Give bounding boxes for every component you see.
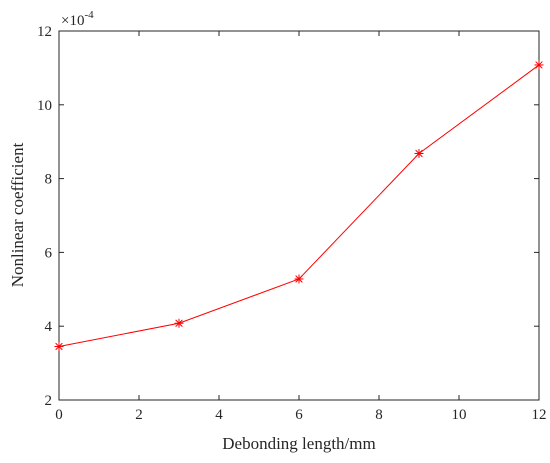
plot-area: [58, 30, 540, 401]
series-layer: [54, 60, 544, 351]
y-axis-ticks: 2 4 6 8 10 12: [37, 24, 539, 409]
data-point-marker: [174, 318, 184, 328]
x-tick-label: 2: [135, 407, 143, 423]
x-tick-label: 8: [375, 407, 383, 423]
y-scale-base: ×10: [61, 13, 84, 29]
x-tick-label: 12: [532, 407, 547, 423]
x-tick-label: 4: [215, 407, 223, 423]
y-tick-label: 8: [45, 172, 53, 188]
y-tick-label: 6: [45, 245, 53, 261]
data-point-marker: [534, 60, 544, 70]
y-scale-factor: ×10-4: [61, 9, 94, 29]
x-axis-ticks: 0 2 4 6 8 10 12: [55, 31, 547, 423]
x-tick-label: 0: [55, 407, 63, 423]
data-point-marker: [54, 341, 64, 351]
y-tick-label: 12: [37, 24, 52, 40]
x-tick-label: 10: [452, 407, 467, 423]
y-tick-label: 2: [45, 393, 53, 409]
y-tick-label: 10: [37, 98, 52, 114]
y-tick-label: 4: [45, 319, 53, 335]
y-scale-exponent: -4: [84, 9, 94, 21]
x-tick-label: 6: [295, 407, 303, 423]
y-axis-title: Nonlinear coefficient: [8, 142, 27, 287]
x-axis-title: Debonding length/mm: [222, 434, 375, 453]
data-point-marker: [414, 149, 424, 159]
data-point-marker: [294, 274, 304, 284]
